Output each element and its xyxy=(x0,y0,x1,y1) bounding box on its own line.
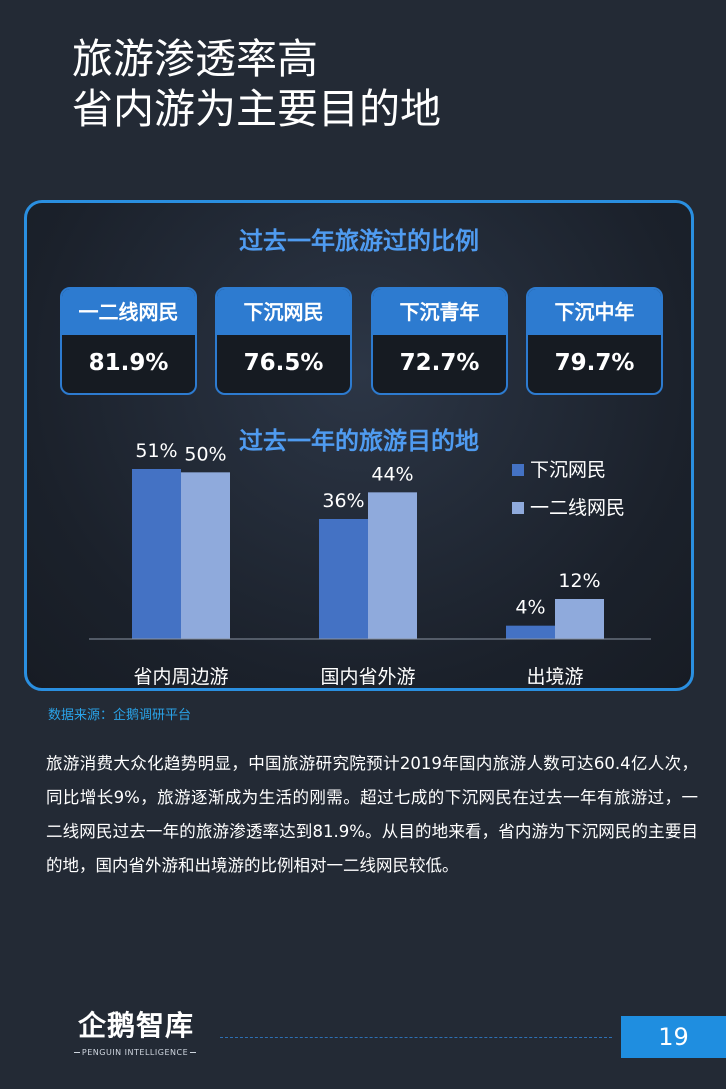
travel-ratio-title: 过去一年旅游过的比例 xyxy=(239,227,479,255)
bar-value-label: 50% xyxy=(184,443,226,465)
page-title-line1: 旅游渗透率高 xyxy=(72,35,318,83)
bar-tier12-2 xyxy=(555,599,604,639)
stat-value: 79.7% xyxy=(554,350,635,376)
stat-value: 76.5% xyxy=(243,350,324,376)
x-tick-label: 省内周边游 xyxy=(133,666,228,688)
destination-chart-title: 过去一年的旅游目的地 xyxy=(239,427,479,455)
bar-lower-tier-1 xyxy=(319,519,368,639)
bar-value-label: 36% xyxy=(322,490,364,512)
stat-value: 72.7% xyxy=(399,350,480,376)
x-tick-label: 出境游 xyxy=(526,666,583,688)
page-title: 旅游渗透率高 省内游为主要目的地 xyxy=(72,34,632,134)
legend-label: 下沉网民 xyxy=(530,459,606,481)
x-tick-label: 国内省外游 xyxy=(320,666,415,688)
stat-label: 下沉网民 xyxy=(217,289,350,335)
stat-box-lower-youth: 下沉青年 72.7% xyxy=(371,287,508,395)
stat-value: 81.9% xyxy=(88,350,169,376)
penguin-logo: 企鹅智库 PENGUIN INTELLIGENCE xyxy=(74,1004,196,1060)
stats-card: 过去一年旅游过的比例 一二线网民 81.9% 下沉网民 76.5% 下沉青年 7… xyxy=(24,200,694,691)
legend-swatch xyxy=(512,464,524,476)
logo-rule-left xyxy=(74,1052,80,1053)
logo-rule-right xyxy=(190,1052,196,1053)
legend-swatch xyxy=(512,502,524,514)
page-title-line2: 省内游为主要目的地 xyxy=(72,85,441,133)
bar-tier12-1 xyxy=(368,492,417,639)
logo-text-cn: 企鹅智库 xyxy=(78,1009,195,1042)
logo-text-en: PENGUIN INTELLIGENCE xyxy=(81,1048,189,1057)
bar-lower-tier-2 xyxy=(506,625,555,639)
bar-lower-tier-0 xyxy=(132,469,181,639)
bar-value-label: 51% xyxy=(135,440,177,462)
bar-value-label: 4% xyxy=(515,597,545,619)
stat-box-tier12: 一二线网民 81.9% xyxy=(60,287,197,395)
data-source: 数据来源：企鹅调研平台 xyxy=(48,708,192,723)
page-number: 19 xyxy=(621,1016,726,1058)
stat-label: 下沉中年 xyxy=(528,289,661,335)
bar-value-label: 12% xyxy=(558,570,600,592)
bar-tier12-0 xyxy=(181,472,230,639)
stat-box-lower-middle-aged: 下沉中年 79.7% xyxy=(526,287,663,395)
stat-label: 下沉青年 xyxy=(373,289,506,335)
stat-label: 一二线网民 xyxy=(62,289,195,335)
body-paragraph: 旅游消费大众化趋势明显，中国旅游研究院预计2019年国内旅游人数可达60.4亿人… xyxy=(46,754,698,875)
footer-divider xyxy=(220,1037,612,1038)
stat-box-lower-tier: 下沉网民 76.5% xyxy=(215,287,352,395)
legend-label: 一二线网民 xyxy=(530,497,625,519)
bar-value-label: 44% xyxy=(371,463,413,485)
